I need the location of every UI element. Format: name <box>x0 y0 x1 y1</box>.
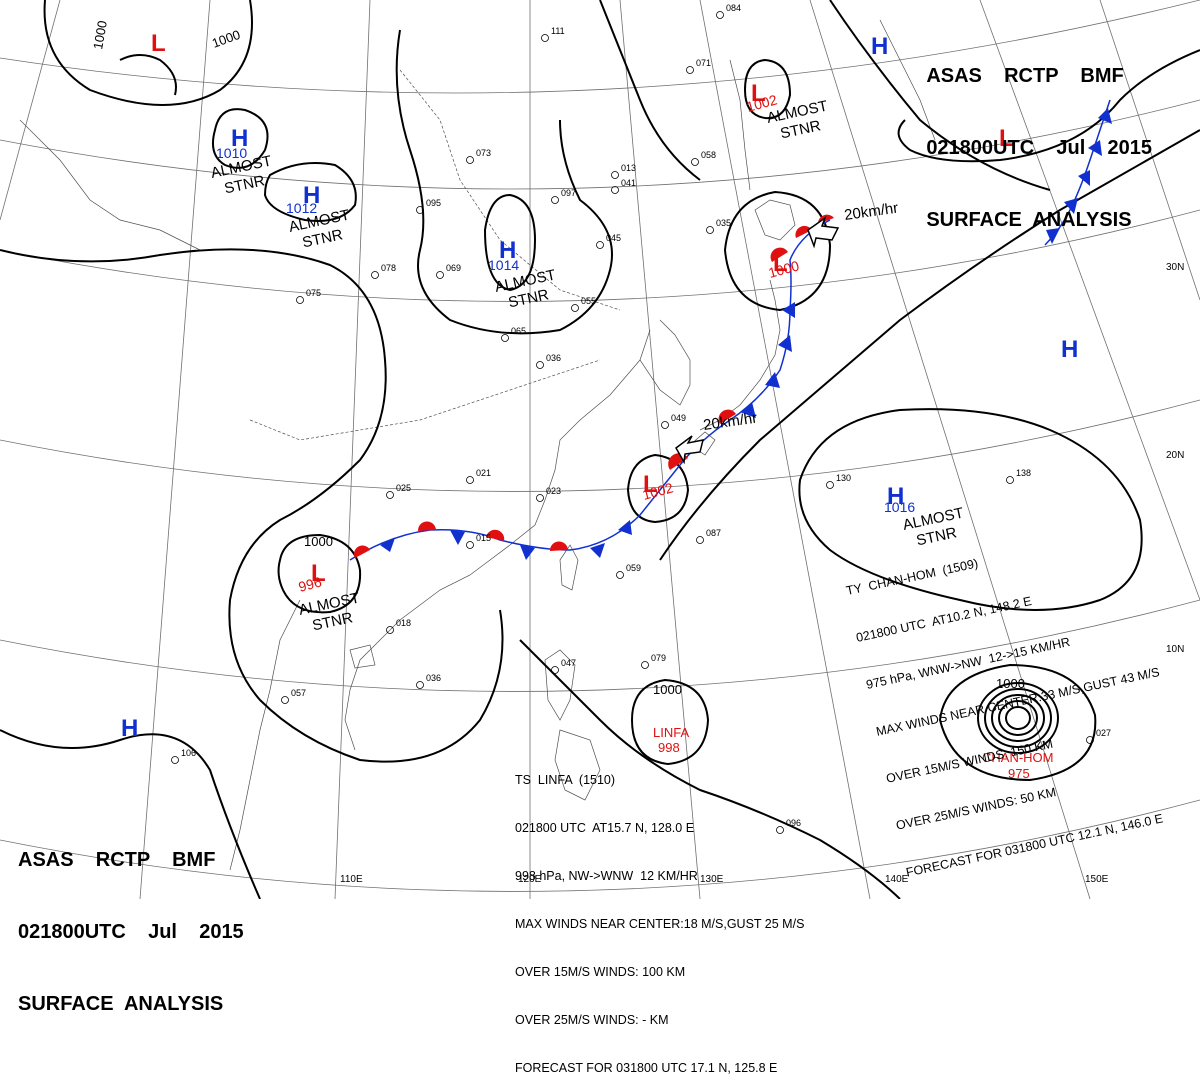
station-reading: 084 <box>726 3 741 13</box>
lon-label-110e: 110E <box>340 874 363 885</box>
station-reading: 036 <box>426 673 441 683</box>
header-bottom-left-line3: SURFACE ANALYSIS <box>18 992 244 1016</box>
high-pressure-marker: H <box>121 715 138 742</box>
linfa-info-line: 998 hPa, NW->WNW 12 KM/HR <box>515 868 804 884</box>
station-reading: 023 <box>546 486 561 496</box>
header-top-right-line3: SURFACE ANALYSIS <box>926 208 1152 232</box>
lon-label-150e: 150E <box>1085 874 1109 885</box>
lon-label-140e: 140E <box>885 874 909 885</box>
lat-label-10n: 10N <box>1166 644 1184 655</box>
high-pressure-marker: H <box>1061 336 1078 363</box>
header-top-right-line2: 021800UTC Jul 2015 <box>926 136 1152 160</box>
station-reading: 059 <box>626 563 641 573</box>
header-bottom-left-line1: ASAS RCTP BMF <box>18 848 244 872</box>
linfa-info-line: OVER 25M/S WINDS: - KM <box>515 1012 804 1028</box>
station-reading: 035 <box>716 218 731 228</box>
station-reading: 025 <box>396 483 411 493</box>
station-reading: 015 <box>476 533 491 543</box>
station-reading: 036 <box>546 353 561 363</box>
station-reading: 087 <box>706 528 721 538</box>
linfa-info-box: TS LINFA (1510) 021800 UTC AT15.7 N, 128… <box>515 740 804 1092</box>
linfa-info-line: FORECAST FOR 031800 UTC 17.1 N, 125.8 E <box>515 1060 804 1076</box>
lat-label-20n: 20N <box>1166 450 1184 461</box>
station-reading: 106 <box>181 748 196 758</box>
station-reading: 071 <box>696 58 711 68</box>
header-top-right: ASAS RCTP BMF 021800UTC Jul 2015 SURFACE… <box>926 16 1152 256</box>
lat-label-30n: 30N <box>1166 262 1184 273</box>
linfa-info-line: MAX WINDS NEAR CENTER:18 M/S,GUST 25 M/S <box>515 916 804 932</box>
header-bottom-left-line2: 021800UTC Jul 2015 <box>18 920 244 944</box>
station-reading: 058 <box>701 150 716 160</box>
linfa-info-line: TS LINFA (1510) <box>515 772 804 788</box>
station-reading: 095 <box>426 198 441 208</box>
station-reading: 069 <box>446 263 461 273</box>
header-bottom-left: ASAS RCTP BMF 021800UTC Jul 2015 SURFACE… <box>18 800 244 1040</box>
low-pressure-marker: L <box>151 30 166 57</box>
station-reading: 013 <box>621 163 636 173</box>
station-reading: 041 <box>621 178 636 188</box>
linfa-info-line: 021800 UTC AT15.7 N, 128.0 E <box>515 820 804 836</box>
isobar-label-1000-e: 1000 <box>653 682 682 697</box>
station-reading: 045 <box>606 233 621 243</box>
isobar-label-1000-c: 1000 <box>304 534 333 549</box>
station-reading: 047 <box>561 658 576 668</box>
linfa-name: LINFA <box>653 725 689 740</box>
station-reading: 073 <box>476 148 491 158</box>
linfa-info-line: OVER 15M/S WINDS: 100 KM <box>515 964 804 980</box>
system-pressure-label: 1014 <box>488 257 519 273</box>
station-reading: 065 <box>511 326 526 336</box>
station-reading: 057 <box>291 688 306 698</box>
station-reading: 018 <box>396 618 411 628</box>
station-reading: 097 <box>561 188 576 198</box>
system-pressure-label: 1016 <box>884 499 915 515</box>
high-pressure-marker: H <box>871 33 888 60</box>
header-top-right-line1: ASAS RCTP BMF <box>926 64 1152 88</box>
station-reading: 079 <box>651 653 666 663</box>
station-reading: 130 <box>836 473 851 483</box>
station-reading: 055 <box>581 296 596 306</box>
station-reading: 075 <box>306 288 321 298</box>
station-reading: 078 <box>381 263 396 273</box>
station-reading: 111 <box>551 26 565 36</box>
station-reading: 021 <box>476 468 491 478</box>
station-reading: 138 <box>1016 468 1031 478</box>
station-reading: 049 <box>671 413 686 423</box>
